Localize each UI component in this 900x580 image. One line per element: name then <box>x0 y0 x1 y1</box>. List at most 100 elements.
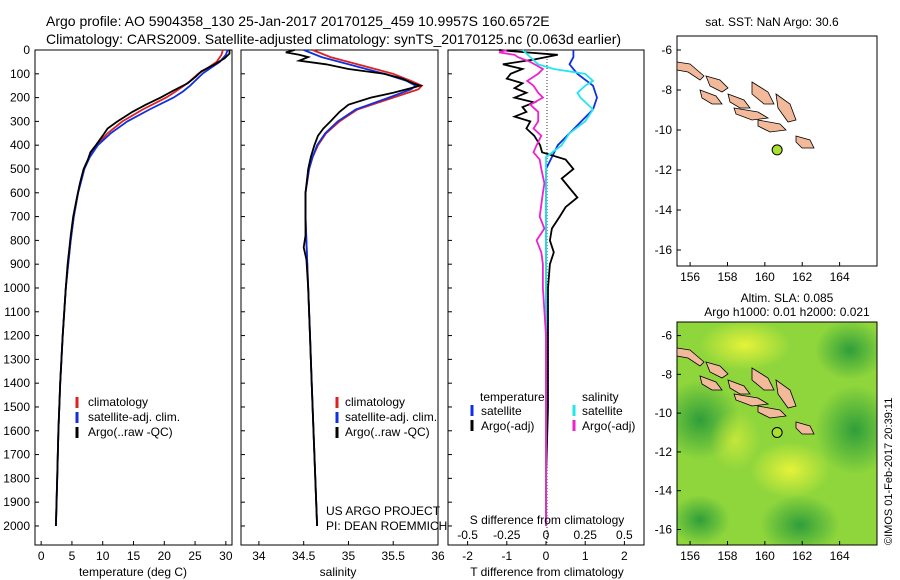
legend-clim-label: climatology <box>345 395 405 409</box>
legend-argo-label: Argo(..raw -QC) <box>88 425 173 439</box>
lat-tick-label: -8 <box>661 367 672 381</box>
x-tick-label: 10 <box>96 549 110 563</box>
lon-tick-label: 162 <box>792 270 812 284</box>
legend-s-sat-label: satellite <box>582 404 623 418</box>
salinity-legend: climatology satellite-adj. clim. Argo(..… <box>335 395 437 439</box>
s-tick-label: -0.25 <box>493 528 521 542</box>
temperature-legend: climatology satellite-adj. clim. Argo(..… <box>75 395 180 439</box>
depth-tick-label: 1900 <box>3 495 30 509</box>
depth-tick-label: 1100 <box>4 305 30 319</box>
pi-label: PI: DEAN ROEMMICH <box>326 519 447 533</box>
lon-tick-label: 156 <box>680 270 700 284</box>
temperature-panel: 0 5 10 15 20 25 30 0 100 200 300 400 500 600 700 800 90… <box>3 43 452 579</box>
difference-panel: -2 -1 0 1 2 -0.5 -0.25 0 0.25 0.5 S difference f… <box>447 49 645 579</box>
x-tick-label: 35 <box>342 549 356 563</box>
series-line-argo-raw-qc- <box>55 50 231 527</box>
imos-watermark: ©IMOS 01-Feb-2017 20:39:11 <box>883 398 895 545</box>
salinity-panel: 34 34.5 35 35.5 36 salinity climatology sate… <box>240 49 447 579</box>
legend-salinity-title: salinity <box>582 390 619 404</box>
lon-tick-label: 156 <box>680 549 700 563</box>
salinity-xlabel: salinity <box>320 565 357 579</box>
header-line2: Climatology: CARS2009. Satellite-adjuste… <box>46 31 621 47</box>
s-tick-label: 0.25 <box>574 528 598 542</box>
lat-tick-label: -14 <box>655 203 673 217</box>
series-line-climatology <box>55 49 224 527</box>
series-line-satellite-adj-clim- <box>303 49 418 527</box>
sla-map-title: Altim. SLA: 0.085 <box>741 291 834 305</box>
s-tick-label: -0.5 <box>457 528 478 542</box>
salinity-frame <box>240 49 439 546</box>
x-tick-label: 34.5 <box>292 549 316 563</box>
x-tick-label: 1 <box>582 549 589 563</box>
depth-tick-label: 100 <box>10 67 30 81</box>
depth-tick-label: 600 <box>10 186 30 200</box>
depth-tick-label: 200 <box>10 91 30 105</box>
lon-tick-label: 164 <box>830 270 850 284</box>
sla-map: Altim. SLA: 0.085 Argo h1000: 0.01 h2000… <box>655 291 878 563</box>
x-tick-label: 30 <box>219 549 233 563</box>
depth-tick-label: 1400 <box>3 376 30 390</box>
series-line-argo-raw-qc- <box>285 49 424 527</box>
depth-tick-label: 400 <box>10 138 30 152</box>
legend-s-argo-label: Argo(-adj) <box>582 419 635 433</box>
land-islands <box>676 347 815 435</box>
lat-tick-label: -8 <box>661 83 672 97</box>
depth-tick-label: 1300 <box>3 352 30 366</box>
lat-tick-label: -10 <box>655 406 673 420</box>
lat-tick-label: -10 <box>655 123 673 137</box>
legend-clim-label: climatology <box>88 395 148 409</box>
x-tick-label: 0 <box>38 549 45 563</box>
s-tick-label: 0.5 <box>616 528 633 542</box>
lat-tick-label: -12 <box>655 163 673 177</box>
depth-tick-label: 1500 <box>3 400 30 414</box>
lat-tick-label: -14 <box>655 484 673 498</box>
legend-argo-label: Argo(..raw -QC) <box>345 425 430 439</box>
sst-map-title: sat. SST: NaN Argo: 30.6 <box>705 15 839 29</box>
header-line1: Argo profile: AO 5904358_130 25-Jan-2017… <box>46 13 550 29</box>
lon-tick-label: 158 <box>717 549 737 563</box>
x-tick-label: 25 <box>188 549 202 563</box>
x-tick-label: 20 <box>158 549 172 563</box>
sla-map-subtitle: Argo h1000: 0.01 h2000: 0.021 <box>704 305 870 319</box>
lat-tick-label: -16 <box>655 522 673 536</box>
legend-temperature-title: temperature <box>480 390 545 404</box>
x-tick-label: 36 <box>431 549 445 563</box>
series-line-satellite-adj-clim- <box>55 49 229 527</box>
x-tick-label: -1 <box>501 549 512 563</box>
x-tick-label: 0 <box>543 549 550 563</box>
legend-t-sat-label: satellite <box>481 404 522 418</box>
depth-tick-label: 700 <box>10 210 30 224</box>
depth-tick-label: 900 <box>10 257 30 271</box>
depth-tick-label: 1800 <box>3 471 30 485</box>
depth-tick-label: 0 <box>23 43 30 57</box>
x-tick-label: 35.5 <box>382 549 406 563</box>
series-line-salinity-satellite <box>521 49 595 526</box>
series-line-salinity-argo-adj- <box>498 49 547 526</box>
depth-tick-label: 1000 <box>3 281 30 295</box>
depth-tick-label: 1200 <box>3 329 30 343</box>
lon-tick-label: 158 <box>717 270 737 284</box>
lat-tick-label: -6 <box>661 43 672 57</box>
lon-tick-label: 160 <box>755 549 775 563</box>
depth-tick-label: 800 <box>10 233 30 247</box>
x-tick-label: 15 <box>127 549 141 563</box>
x-tick-label: 2 <box>621 549 628 563</box>
x-tick-label: 34 <box>252 549 266 563</box>
depth-tick-label: 1600 <box>3 424 30 438</box>
s-difference-label: S difference from climatology <box>470 513 625 527</box>
depth-tick-label: 300 <box>10 114 30 128</box>
lon-tick-label: 160 <box>755 270 775 284</box>
difference-xlabel: T difference from climatology <box>470 565 624 579</box>
legend-t-argo-label: Argo(-adj) <box>481 419 534 433</box>
land-islands <box>676 61 815 149</box>
sst-map: sat. SST: NaN Argo: 30.6 -6 -8 -10 -12 -14 -1… <box>655 15 878 284</box>
float-position-marker <box>771 144 783 156</box>
sla-map-frame <box>676 321 878 546</box>
lat-tick-label: -16 <box>655 243 673 257</box>
depth-tick-label: 500 <box>10 162 30 176</box>
legend-sat-label: satellite-adj. clim. <box>88 410 180 424</box>
series-line-temperature-satellite <box>545 50 598 526</box>
project-label: US ARGO PROJECT <box>326 504 441 518</box>
x-tick-label: -2 <box>462 549 473 563</box>
lat-tick-label: -12 <box>655 445 673 459</box>
